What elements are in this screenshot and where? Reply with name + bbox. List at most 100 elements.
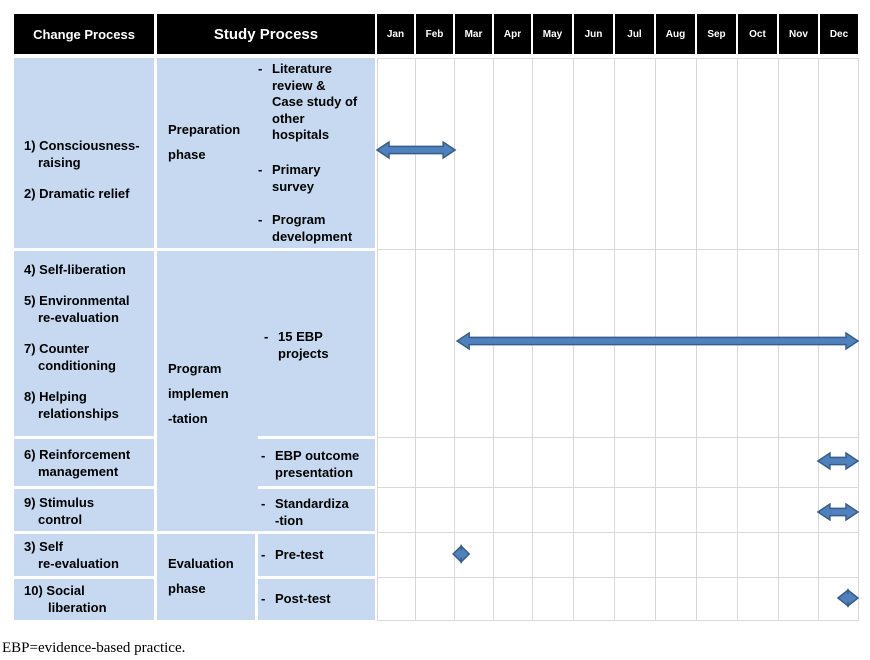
stage-b-line3: 5) Environmental: [24, 293, 130, 308]
month-header-sep: Sep: [697, 14, 736, 54]
stage-f-line1: 10) Social: [24, 583, 85, 598]
stage-a-text: 1) Consciousness- raising 2) Dramatic re…: [24, 137, 154, 202]
stage-a-line2: raising: [38, 155, 81, 170]
month-header-may: May: [533, 14, 572, 54]
stage-b-line6: 7) Counter: [24, 341, 89, 356]
grid-vline: [858, 58, 859, 620]
phase-impl-line2: implemen: [168, 386, 229, 401]
grid-vline: [377, 58, 378, 620]
month-header-feb: Feb: [416, 14, 453, 54]
stage-c-line1: 6) Reinforcement: [24, 447, 131, 462]
stage-f-line2: liberation: [48, 600, 107, 615]
grid-hline: [377, 249, 859, 250]
activity-ebp-marker: -: [264, 329, 269, 344]
stage-c-line2: management: [38, 464, 119, 479]
header-study-process: Study Process: [157, 14, 375, 54]
grid-vline: [655, 58, 656, 620]
phase-evaluation: Evaluation phase: [157, 534, 255, 620]
grid-hline: [377, 487, 859, 488]
activity-survey-text: Primary survey: [272, 162, 321, 194]
activity-posttest-cell: - Post-test: [258, 579, 375, 620]
phase-eval-line2: phase: [168, 581, 206, 596]
phase-impl-line3: -tation: [168, 411, 208, 426]
month-header-apr: Apr: [494, 14, 531, 54]
activity-standardization-cell: - Standardiza -tion: [258, 489, 375, 531]
phase-prep-line2: phase: [168, 147, 206, 162]
grid-vline: [454, 58, 455, 620]
activity-post-marker: -: [261, 591, 266, 606]
activity-literature: - Literature review & Case study of other…: [258, 61, 373, 144]
phase-prep-line1: Preparation: [168, 122, 241, 137]
phase-spacer-prep: [255, 58, 375, 248]
month-header-nov: Nov: [779, 14, 818, 54]
stage-b-line1: 4) Self-liberation: [24, 262, 126, 277]
phase-spacer-impl2: [255, 436, 258, 531]
footnote: EBP=evidence-based practice.: [2, 640, 186, 656]
grid-vline: [818, 58, 819, 620]
header-study-process-label: Study Process: [213, 25, 319, 43]
month-header-mar: Mar: [455, 14, 492, 54]
activity-ebp-projects: -15 EBP projects: [264, 328, 374, 362]
grid-vline: [778, 58, 779, 620]
phase-impl-line1: Program: [168, 361, 222, 376]
month-header-aug: Aug: [656, 14, 695, 54]
change-stage-a: 1) Consciousness- raising 2) Dramatic re…: [14, 58, 154, 248]
month-header-jun: Jun: [574, 14, 613, 54]
month-header-dec: Dec: [820, 14, 858, 54]
activity-pre-text: Pre-test: [275, 547, 324, 562]
activity-outcome-cell: - EBP outcome presentation: [258, 439, 375, 486]
grid-vline: [573, 58, 574, 620]
activity-pre-marker: -: [261, 547, 266, 562]
month-header-oct: Oct: [738, 14, 777, 54]
stage-b-line9: 8) Helping: [24, 389, 87, 404]
grid-hline: [377, 58, 859, 59]
activity-program-development: - Program development: [258, 211, 373, 245]
grid-vline: [415, 58, 416, 620]
change-stage-b: 4) Self-liberation 5) Environmental re-e…: [14, 251, 154, 436]
activity-outcome-text: EBP outcome presentation: [275, 448, 360, 480]
header-change-process-label: Change Process: [33, 26, 135, 42]
change-stage-c: 6) Reinforcement management: [14, 439, 154, 486]
grid-vline: [614, 58, 615, 620]
phase-eval-line1: Evaluation: [168, 556, 234, 571]
stage-a-line4: 2) Dramatic relief: [24, 186, 130, 201]
grid-hline: [377, 532, 859, 533]
activity-std-marker: -: [261, 496, 266, 511]
activity-post-text: Post-test: [275, 591, 331, 606]
month-header-jul: Jul: [615, 14, 654, 54]
change-stage-d: 9) Stimulus control: [14, 489, 154, 531]
grid-hline: [377, 437, 859, 438]
stage-d-line1: 9) Stimulus: [24, 495, 95, 510]
activity-pretest-cell: - Pre-test: [258, 534, 375, 576]
activity-dev-marker: -: [258, 212, 263, 227]
grid-vline: [493, 58, 494, 620]
grid-hline: [377, 620, 859, 621]
stage-b-line7: conditioning: [38, 358, 116, 373]
activity-survey-marker: -: [258, 162, 263, 177]
header-change-process: Change Process: [14, 14, 154, 54]
activity-ebp-text: 15 EBP projects: [278, 329, 329, 361]
activity-lit-marker: -: [258, 61, 263, 76]
grid-hline: [377, 577, 859, 578]
activity-outcome-marker: -: [261, 448, 266, 463]
timeline-grid: [377, 58, 858, 620]
stage-b-line10: relationships: [38, 406, 119, 421]
activity-dev-text: Program development: [272, 212, 353, 244]
grid-vline: [737, 58, 738, 620]
stage-d-line2: control: [38, 512, 83, 527]
change-stage-f: 10) Social liberation: [14, 579, 154, 620]
activity-std-text: Standardiza -tion: [275, 496, 349, 528]
phase-implementation: Program implemen -tation: [157, 251, 255, 531]
stage-b-line4: re-evaluation: [38, 310, 119, 325]
activity-lit-text: Literature review & Case study of other …: [272, 61, 358, 142]
stage-e-line1: 3) Self: [24, 539, 64, 554]
month-header-jan: Jan: [377, 14, 414, 54]
phase-preparation: Preparation phase: [157, 58, 255, 248]
change-stage-e: 3) Self re-evaluation: [14, 534, 154, 576]
activity-primary-survey: - Primary survey: [258, 161, 373, 195]
grid-vline: [696, 58, 697, 620]
phase-spacer-impl: [255, 251, 375, 436]
stage-a-line1: 1) Consciousness-: [24, 138, 140, 153]
grid-vline: [532, 58, 533, 620]
